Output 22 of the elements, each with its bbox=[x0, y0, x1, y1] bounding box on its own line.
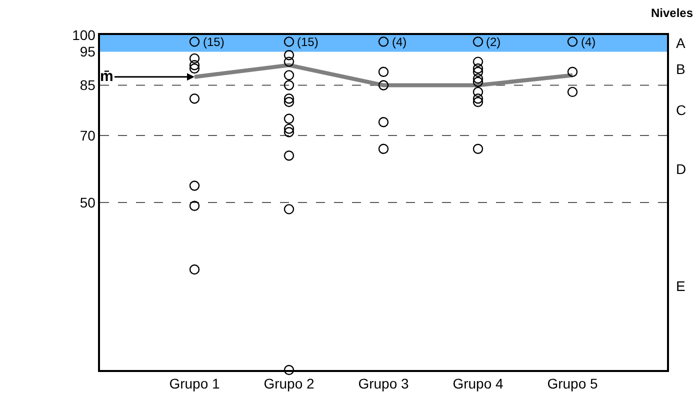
annotation: m̄ bbox=[100, 68, 114, 85]
annotation: (4) bbox=[392, 35, 407, 49]
x-tick-label: Grupo 5 bbox=[547, 376, 598, 392]
text: Niveles bbox=[651, 6, 694, 20]
text: E bbox=[676, 278, 686, 294]
x-tick-label: Grupo 4 bbox=[452, 376, 504, 392]
x-tick-label: Grupo 1 bbox=[169, 376, 220, 392]
y-tick-label: 50 bbox=[80, 194, 96, 210]
annotation: (2) bbox=[486, 35, 501, 49]
x-tick-label: Grupo 2 bbox=[264, 376, 315, 392]
band-label: A bbox=[676, 35, 686, 51]
annotation: (15) bbox=[203, 35, 224, 49]
text: C bbox=[676, 102, 686, 118]
y-tick-label: 95 bbox=[80, 44, 96, 60]
x-tick-label: Grupo 3 bbox=[358, 376, 410, 392]
y-tick-label: 70 bbox=[80, 127, 96, 144]
text: D bbox=[676, 161, 686, 177]
y-tick-label: 100 bbox=[72, 26, 96, 43]
text: B bbox=[676, 61, 686, 77]
annotation: (15) bbox=[297, 35, 318, 49]
annotation: (4) bbox=[581, 35, 596, 49]
y-tick-label: 85 bbox=[80, 77, 96, 94]
